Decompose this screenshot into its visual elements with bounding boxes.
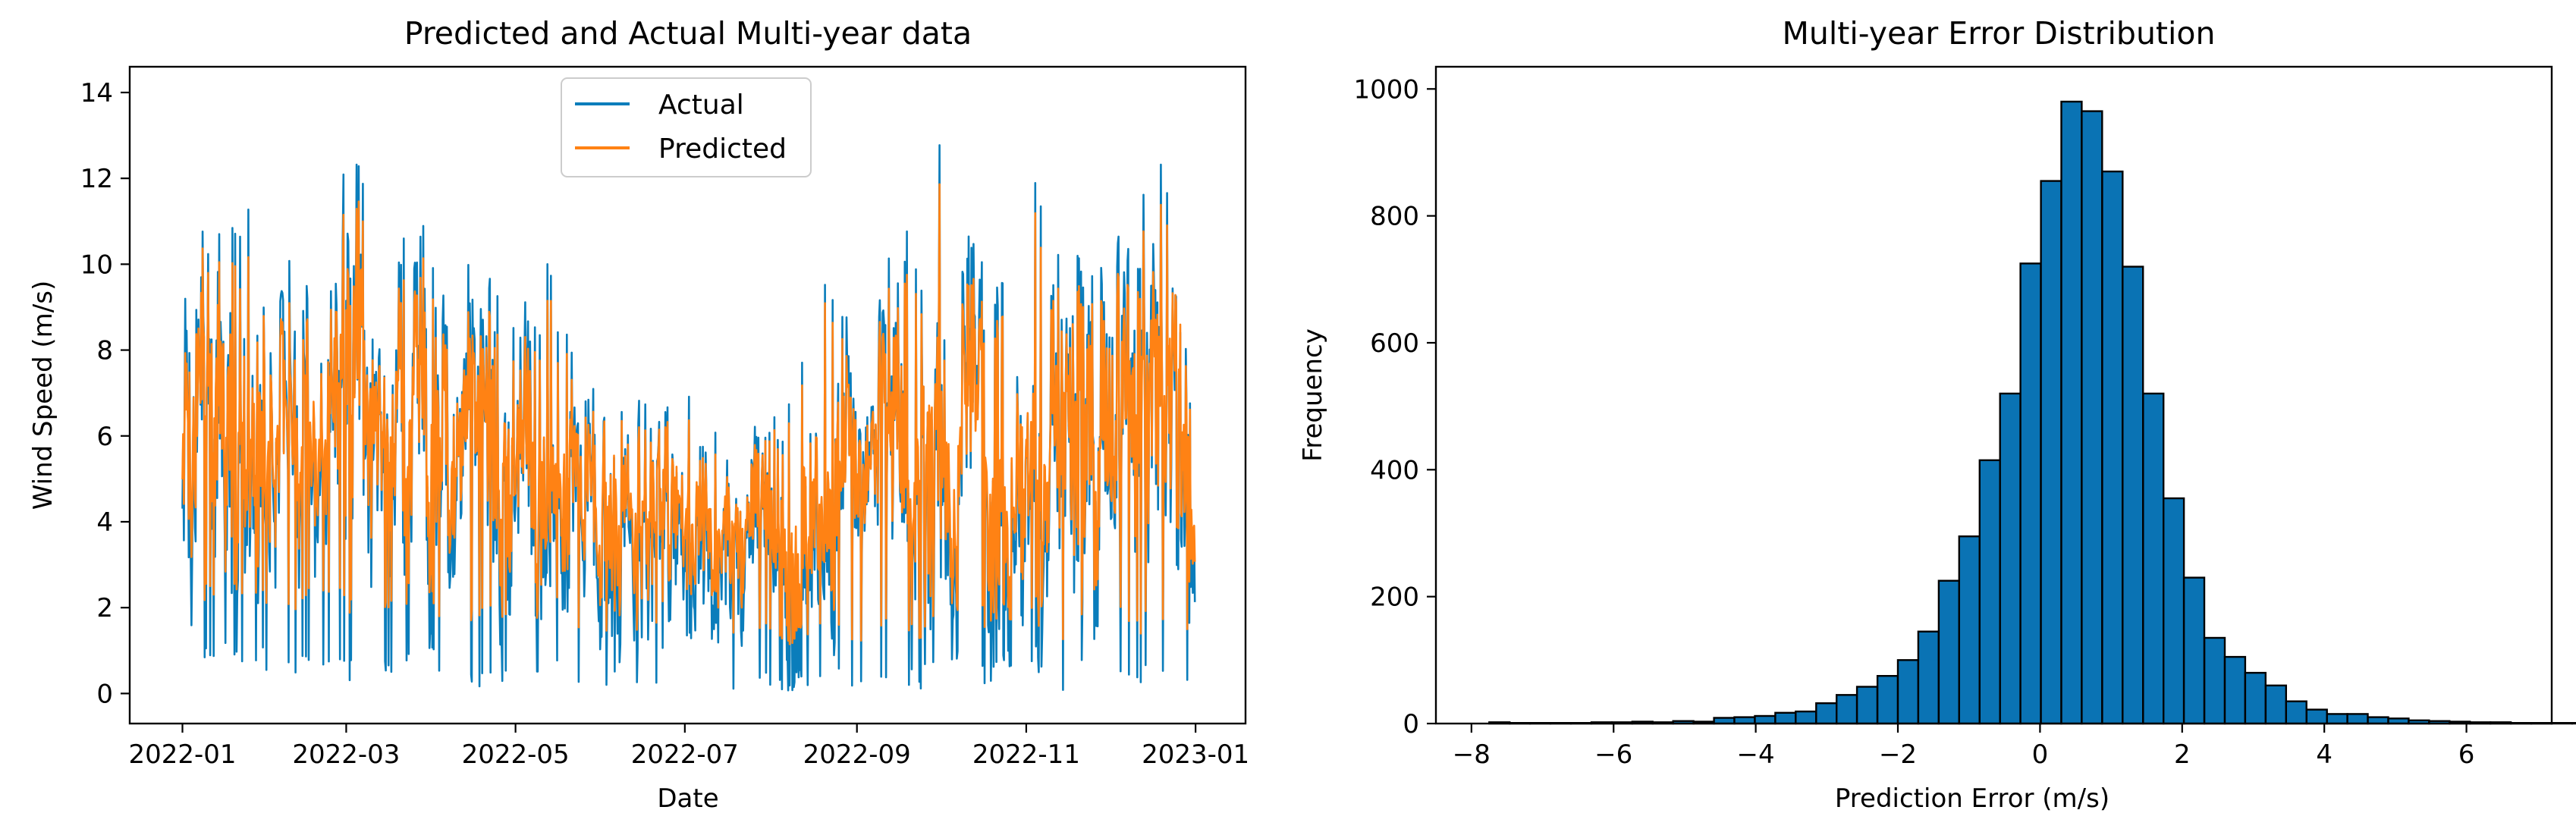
histogram-bar xyxy=(1815,702,1838,725)
x-tick-label: 2022-05 xyxy=(462,739,570,770)
histogram-bar xyxy=(1835,694,1858,725)
histogram-bar xyxy=(2223,655,2247,725)
histogram-bar xyxy=(2019,262,2042,725)
y-tick-label: 1000 xyxy=(1353,74,1419,105)
histogram-bars xyxy=(1488,100,2576,725)
histogram-bar xyxy=(2142,392,2165,725)
x-tick-label: −4 xyxy=(1737,739,1775,770)
y-tick-label: 0 xyxy=(1403,709,1419,739)
x-tick-label: −2 xyxy=(1879,739,1917,770)
y-tick-label: 800 xyxy=(1370,202,1419,232)
y-tick-label: 200 xyxy=(1370,582,1419,613)
histogram-bar xyxy=(1795,710,1817,725)
histogram-bar xyxy=(1733,716,1756,725)
histogram-bar xyxy=(2081,110,2103,725)
x-tick-label: 6 xyxy=(2458,739,2475,770)
histogram-bar xyxy=(2162,497,2185,725)
histogram-bar xyxy=(2182,576,2206,725)
right-axes-frame xyxy=(1434,65,2553,725)
histogram-bar xyxy=(2367,716,2389,725)
histogram-bar xyxy=(2571,722,2576,725)
histogram-bar xyxy=(1754,714,1776,725)
histogram-bar xyxy=(2264,684,2287,725)
histogram-bar xyxy=(2244,671,2267,725)
histogram-bar xyxy=(1774,711,1797,725)
histogram-bar xyxy=(1937,579,1960,725)
left-plot-area xyxy=(181,144,1196,692)
histogram-bar xyxy=(2101,170,2124,725)
legend: Actual Predicted xyxy=(561,77,812,177)
x-tick-label: 2023-01 xyxy=(1142,739,1249,770)
y-tick-label: 6 xyxy=(96,422,113,452)
right-y-axis-label: Frequency xyxy=(1298,328,1328,462)
legend-predicted-label: Predicted xyxy=(658,133,787,165)
x-tick-label: 4 xyxy=(2316,739,2333,770)
x-tick-label: 2022-09 xyxy=(803,739,911,770)
legend-actual-label: Actual xyxy=(658,89,744,121)
histogram-bar xyxy=(1978,459,2001,725)
histogram-bar xyxy=(2346,713,2369,725)
y-tick-label: 600 xyxy=(1370,328,1419,359)
y-tick-label: 0 xyxy=(96,679,113,709)
histogram-bar xyxy=(1917,630,1940,725)
x-tick-label: 2022-03 xyxy=(292,739,400,770)
left-chart-title: Predicted and Actual Multi-year data xyxy=(404,15,972,52)
y-tick-label: 8 xyxy=(96,336,113,366)
histogram-bar xyxy=(1999,392,2022,725)
x-tick-label: 2022-07 xyxy=(631,739,739,770)
left-axes-frame xyxy=(128,65,1247,725)
left-y-axis: 0 2 4 6 8 10 12 14 xyxy=(80,78,130,709)
right-chart-title: Multi-year Error Distribution xyxy=(1783,15,2216,52)
left-x-axis-label: Date xyxy=(657,783,718,814)
histogram-bar xyxy=(2326,713,2348,725)
x-tick-label: −8 xyxy=(1453,739,1491,770)
left-x-axis: 2022-01 2022-03 2022-05 2022-07 2022-09 2022-… xyxy=(128,724,1249,770)
x-tick-label: 0 xyxy=(2032,739,2049,770)
histogram-bar xyxy=(1876,675,1899,725)
histogram-bar xyxy=(2285,700,2307,725)
histogram-bar xyxy=(2203,636,2226,725)
right-y-axis: 0 200 400 600 800 1000 xyxy=(1353,74,1436,739)
left-chart-panel: Predicted and Actual Multi-year data 202… xyxy=(28,15,1249,814)
histogram-bar xyxy=(2122,265,2144,725)
x-tick-label: 2022-11 xyxy=(972,739,1080,770)
x-tick-label: 2022-01 xyxy=(128,739,236,770)
y-tick-label: 400 xyxy=(1370,455,1419,485)
x-tick-label: 2 xyxy=(2174,739,2191,770)
left-y-axis-label: Wind Speed (m/s) xyxy=(28,281,58,510)
right-x-axis: −8 −6 −4 −2 0 2 4 6 xyxy=(1453,724,2475,770)
histogram-bar xyxy=(1958,535,1981,725)
y-tick-label: 4 xyxy=(96,507,113,538)
y-tick-label: 2 xyxy=(96,593,113,623)
series-line-predicted xyxy=(181,183,1196,645)
y-tick-label: 10 xyxy=(80,250,113,280)
histogram-bar xyxy=(2060,100,2083,725)
histogram-bar xyxy=(2550,722,2574,725)
histogram-bar xyxy=(2305,708,2328,725)
right-chart-panel: Multi-year Error Distribution −8 −6 −4 −2 0 2… xyxy=(1298,15,2576,814)
x-tick-label: −6 xyxy=(1594,739,1632,770)
y-tick-label: 12 xyxy=(80,164,113,194)
y-tick-label: 14 xyxy=(80,78,113,108)
histogram-bar xyxy=(1855,686,1879,725)
histogram-bar xyxy=(2040,180,2062,725)
histogram-bar xyxy=(1896,659,1920,725)
right-x-axis-label: Prediction Error (m/s) xyxy=(1835,783,2109,814)
